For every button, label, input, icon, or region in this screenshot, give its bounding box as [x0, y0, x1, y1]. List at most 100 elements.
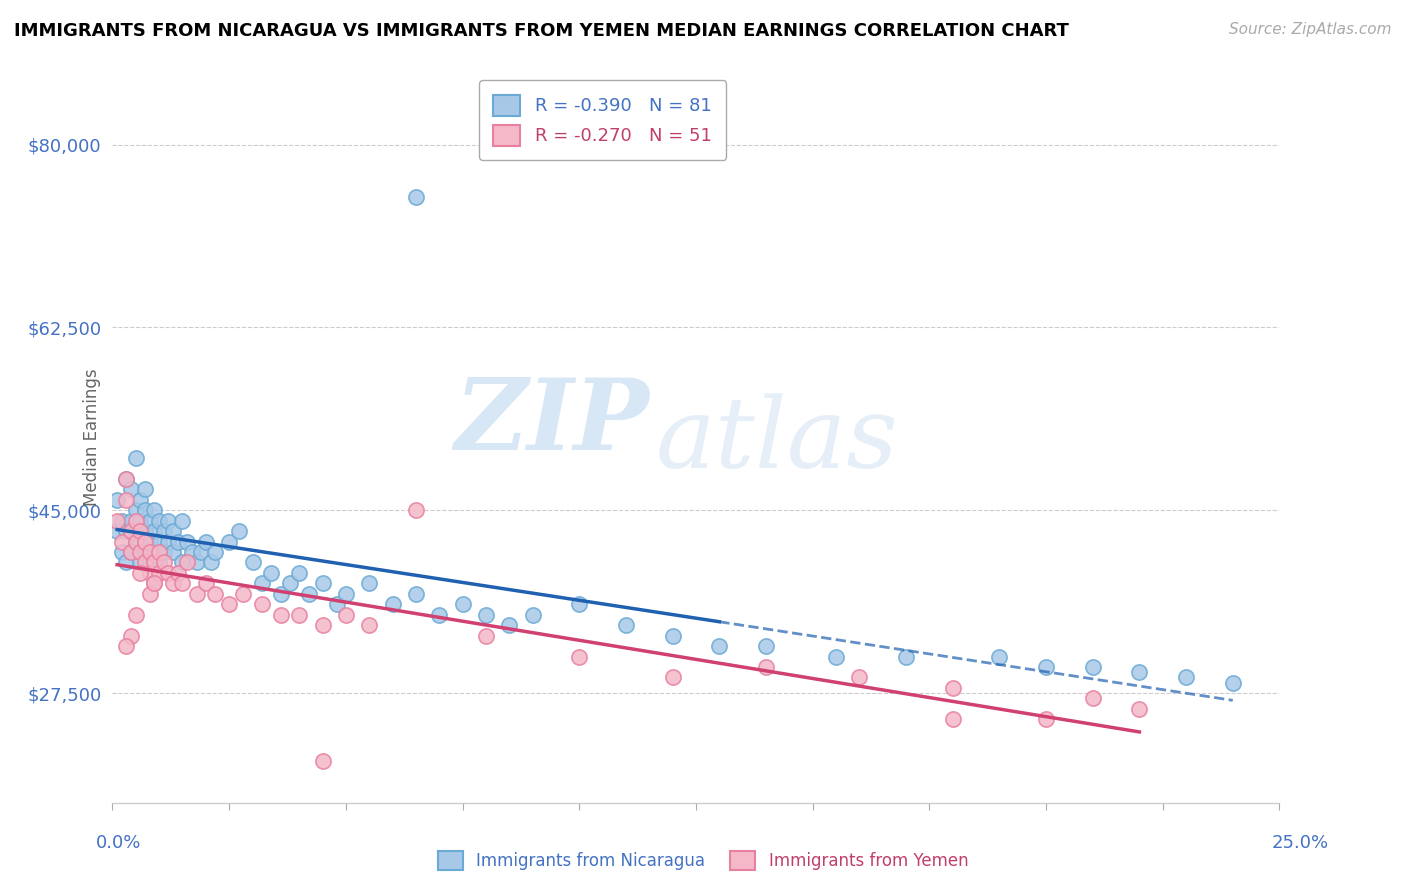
Point: [359, 576, 381, 591]
Point: [172, 576, 194, 591]
Point: [250, 597, 273, 611]
Point: [105, 514, 128, 528]
Point: [105, 524, 128, 538]
Point: [1128, 702, 1150, 716]
Point: [120, 629, 142, 643]
Point: [311, 576, 333, 591]
Point: [335, 607, 357, 622]
Point: [1128, 665, 1150, 680]
Point: [125, 514, 148, 528]
Point: [111, 534, 134, 549]
Point: [1035, 712, 1057, 726]
Point: [134, 534, 156, 549]
Text: atlas: atlas: [655, 393, 898, 489]
Point: [162, 576, 184, 591]
Point: [139, 556, 162, 570]
Point: [825, 649, 848, 664]
Point: [125, 450, 148, 465]
Point: [115, 639, 138, 653]
Point: [522, 607, 544, 622]
Point: [204, 587, 226, 601]
Point: [288, 607, 311, 622]
Point: [200, 556, 222, 570]
Point: [105, 492, 128, 507]
Point: [148, 566, 170, 580]
Point: [311, 754, 333, 768]
Point: [115, 472, 138, 486]
Point: [190, 545, 212, 559]
Y-axis label: Median Earnings: Median Earnings: [83, 368, 101, 506]
Point: [166, 566, 188, 580]
Text: 0.0%: 0.0%: [96, 834, 141, 852]
Point: [129, 524, 152, 538]
Point: [186, 587, 208, 601]
Point: [232, 587, 254, 601]
Point: [228, 524, 250, 538]
Point: [115, 472, 138, 486]
Point: [115, 556, 138, 570]
Point: [1222, 675, 1244, 690]
Point: [162, 545, 184, 559]
Point: [139, 566, 162, 580]
Point: [115, 492, 138, 507]
Point: [134, 556, 156, 570]
Point: [125, 534, 148, 549]
Legend: R = -0.390   N = 81, R = -0.270   N = 51: R = -0.390 N = 81, R = -0.270 N = 51: [479, 80, 727, 160]
Point: [148, 545, 170, 559]
Point: [709, 639, 731, 653]
Point: [297, 587, 319, 601]
Point: [359, 618, 381, 632]
Point: [143, 545, 166, 559]
Point: [120, 545, 142, 559]
Point: [270, 587, 292, 601]
Point: [278, 576, 301, 591]
Legend: Immigrants from Nicaragua, Immigrants from Yemen: Immigrants from Nicaragua, Immigrants fr…: [432, 845, 974, 877]
Point: [405, 503, 427, 517]
Point: [172, 514, 194, 528]
Point: [134, 524, 156, 538]
Point: [614, 618, 637, 632]
Point: [942, 712, 965, 726]
Point: [129, 545, 152, 559]
Point: [111, 514, 134, 528]
Point: [153, 524, 176, 538]
Point: [894, 649, 917, 664]
Point: [134, 483, 156, 497]
Point: [270, 607, 292, 622]
Point: [176, 534, 198, 549]
Point: [129, 514, 152, 528]
Point: [180, 545, 202, 559]
Point: [153, 545, 176, 559]
Point: [139, 534, 162, 549]
Point: [260, 566, 283, 580]
Point: [143, 524, 166, 538]
Point: [1081, 660, 1104, 674]
Point: [162, 524, 184, 538]
Point: [115, 524, 138, 538]
Point: [661, 629, 683, 643]
Point: [143, 556, 166, 570]
Point: [134, 545, 156, 559]
Point: [568, 649, 591, 664]
Text: Source: ZipAtlas.com: Source: ZipAtlas.com: [1229, 22, 1392, 37]
Point: [120, 524, 142, 538]
Point: [381, 597, 404, 611]
Point: [120, 545, 142, 559]
Point: [143, 503, 166, 517]
Point: [194, 576, 217, 591]
Point: [1081, 691, 1104, 706]
Point: [218, 534, 240, 549]
Point: [129, 534, 152, 549]
Point: [157, 534, 180, 549]
Point: [129, 524, 152, 538]
Point: [134, 503, 156, 517]
Point: [129, 492, 152, 507]
Point: [125, 607, 148, 622]
Point: [172, 556, 194, 570]
Point: [143, 576, 166, 591]
Point: [288, 566, 311, 580]
Point: [120, 514, 142, 528]
Point: [475, 607, 498, 622]
Text: IMMIGRANTS FROM NICARAGUA VS IMMIGRANTS FROM YEMEN MEDIAN EARNINGS CORRELATION C: IMMIGRANTS FROM NICARAGUA VS IMMIGRANTS …: [14, 22, 1069, 40]
Point: [204, 545, 226, 559]
